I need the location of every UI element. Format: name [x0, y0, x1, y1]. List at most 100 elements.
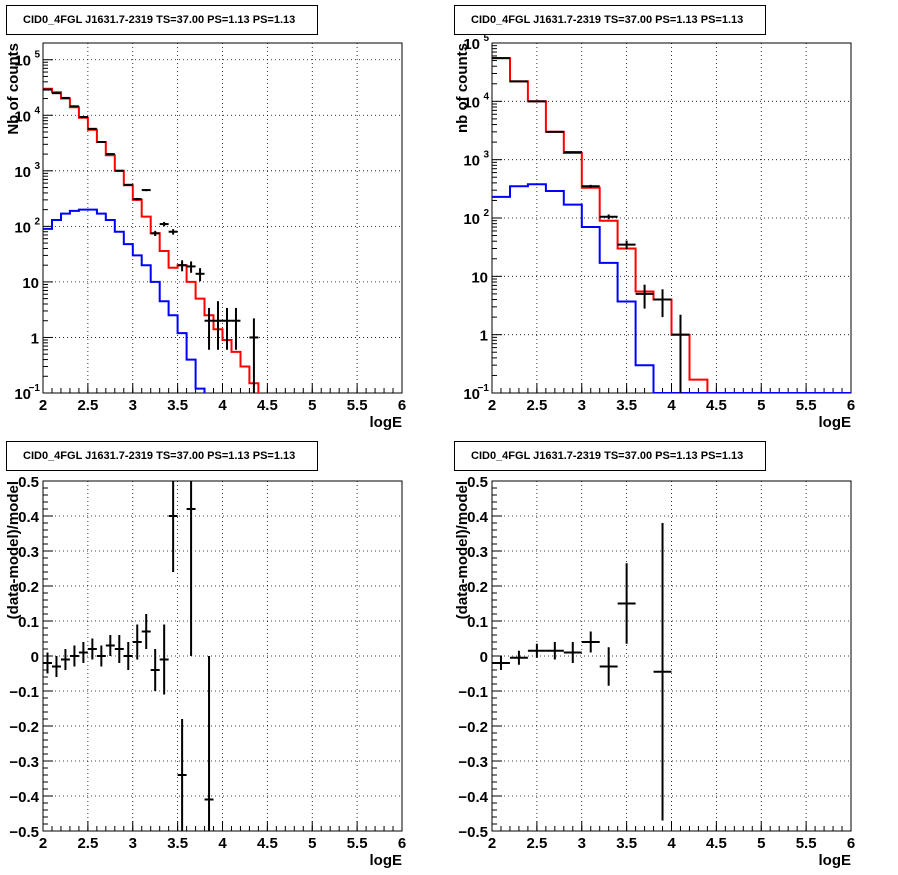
- series-line-source-model: [43, 208, 206, 393]
- x-tick-label: 4: [667, 397, 676, 414]
- y-tick-exponent: −1: [478, 383, 490, 394]
- series-line-total-model: [492, 57, 851, 393]
- series-layer: [43, 481, 214, 831]
- y-tick-exponent: 4: [34, 105, 40, 116]
- y-tick-label: −0.2: [9, 719, 39, 736]
- y-tick-exponent: 2: [34, 216, 40, 227]
- y-tick-exponent: 5: [483, 33, 489, 44]
- y-tick-label: 0.2: [467, 579, 488, 596]
- x-tick-label: 2: [488, 835, 496, 852]
- y-tick-label: 0.5: [18, 474, 39, 491]
- x-tick-label: 2.5: [77, 397, 98, 414]
- chart-title: CID0_4FGL J1631.7-2319 TS=37.00 PS=1.13 …: [23, 14, 295, 26]
- y-tick-label: −0.4: [458, 789, 488, 806]
- x-tick-label: 3.5: [167, 397, 188, 414]
- y-tick-exponent: 5: [34, 50, 40, 61]
- y-tick-label: 0.2: [18, 579, 39, 596]
- series-line-source-model: [492, 183, 851, 393]
- panel-4: CID0_4FGL J1631.7-2319 TS=37.00 PS=1.13 …: [454, 441, 855, 869]
- series-layer: [492, 57, 851, 393]
- y-axis-label: (data-model)/model: [454, 481, 471, 619]
- panel-1: CID0_4FGL J1631.7-2319 TS=37.00 PS=1.13 …: [5, 5, 406, 431]
- y-tick-label: 10: [14, 108, 31, 125]
- y-tick-label: 10: [463, 211, 480, 228]
- x-tick-label: 4.5: [257, 397, 278, 414]
- y-tick-exponent: −1: [29, 383, 41, 394]
- y-tick-label: 10: [471, 269, 488, 286]
- y-tick-exponent: 4: [483, 91, 489, 102]
- title-box: [6, 5, 318, 35]
- y-tick-label: −0.1: [458, 684, 488, 701]
- x-tick-label: 5: [308, 835, 316, 852]
- y-tick-label: 0.4: [18, 509, 40, 526]
- x-axis-label: logE: [370, 414, 403, 431]
- y-tick-exponent: 3: [483, 150, 489, 161]
- x-tick-label: 3.5: [616, 835, 637, 852]
- x-tick-label: 4: [218, 835, 227, 852]
- x-tick-label: 2.5: [77, 835, 98, 852]
- x-axis-label: logE: [819, 852, 852, 869]
- x-tick-label: 2: [39, 397, 47, 414]
- y-tick-label: 1: [480, 328, 488, 345]
- x-tick-label: 2: [39, 835, 47, 852]
- panel-2: CID0_4FGL J1631.7-2319 TS=37.00 PS=1.13 …: [454, 5, 855, 431]
- x-tick-label: 3.5: [167, 835, 188, 852]
- x-tick-label: 4.5: [257, 835, 278, 852]
- x-tick-label: 4.5: [706, 397, 727, 414]
- x-tick-label: 2.5: [526, 397, 547, 414]
- series-layer: [43, 87, 260, 393]
- chart-title: CID0_4FGL J1631.7-2319 TS=37.00 PS=1.13 …: [471, 14, 743, 26]
- y-tick-label: 10: [14, 219, 31, 236]
- y-tick-label: 10: [463, 94, 480, 111]
- y-tick-label: 10: [14, 164, 31, 181]
- y-tick-label: 10: [14, 386, 31, 403]
- y-tick-label: −0.3: [9, 754, 39, 771]
- y-tick-label: 0.3: [467, 544, 488, 561]
- panel-3: CID0_4FGL J1631.7-2319 TS=37.00 PS=1.13 …: [5, 441, 406, 869]
- y-tick-label: 0.1: [18, 614, 39, 631]
- x-tick-label: 5.5: [796, 397, 817, 414]
- y-tick-label: 0.4: [467, 509, 489, 526]
- y-tick-exponent: 3: [34, 161, 40, 172]
- x-tick-label: 2.5: [526, 835, 547, 852]
- chart-title: CID0_4FGL J1631.7-2319 TS=37.00 PS=1.13 …: [471, 450, 743, 462]
- x-tick-label: 6: [847, 397, 855, 414]
- x-tick-label: 2: [488, 397, 496, 414]
- chart-title: CID0_4FGL J1631.7-2319 TS=37.00 PS=1.13 …: [23, 450, 295, 462]
- x-tick-label: 3: [129, 835, 137, 852]
- y-tick-label: 0: [31, 649, 39, 666]
- series-layer: [492, 523, 672, 821]
- x-tick-label: 5.5: [796, 835, 817, 852]
- y-tick-label: 10: [22, 275, 39, 292]
- y-tick-label: −0.2: [458, 719, 488, 736]
- y-tick-label: −0.3: [458, 754, 488, 771]
- y-tick-label: 0.5: [467, 474, 488, 491]
- x-axis-label: logE: [819, 414, 852, 431]
- y-axis-label: nb of counts: [454, 43, 471, 133]
- y-axis-label: (data-model)/model: [5, 481, 22, 619]
- y-tick-label: −0.5: [458, 824, 488, 841]
- x-tick-label: 4: [218, 397, 227, 414]
- y-tick-exponent: 2: [483, 208, 489, 219]
- y-axis-label: Nb of counts: [5, 43, 22, 135]
- y-tick-label: 10: [463, 153, 480, 170]
- y-tick-label: −0.1: [9, 684, 39, 701]
- x-tick-label: 4: [667, 835, 676, 852]
- y-tick-label: 10: [463, 36, 480, 53]
- x-tick-label: 5: [308, 397, 316, 414]
- y-tick-label: 1: [31, 330, 39, 347]
- y-tick-label: 10: [14, 53, 31, 70]
- title-box: [6, 441, 318, 471]
- x-tick-label: 3.5: [616, 397, 637, 414]
- title-box: [454, 5, 766, 35]
- x-tick-label: 6: [398, 835, 406, 852]
- x-tick-label: 5.5: [347, 835, 368, 852]
- x-tick-label: 5: [757, 397, 765, 414]
- x-tick-label: 3: [129, 397, 137, 414]
- y-tick-label: 0.3: [18, 544, 39, 561]
- x-tick-label: 5: [757, 835, 765, 852]
- y-tick-label: 10: [463, 386, 480, 403]
- x-tick-label: 5.5: [347, 397, 368, 414]
- x-tick-label: 6: [847, 835, 855, 852]
